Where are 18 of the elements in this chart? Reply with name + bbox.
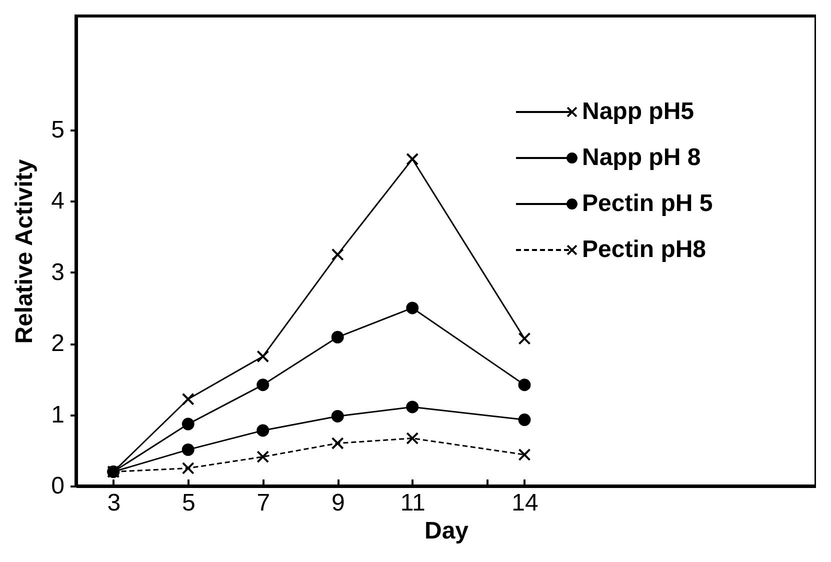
y-tick-label: 5 bbox=[51, 116, 64, 144]
x-tick-label: 9 bbox=[331, 490, 345, 516]
y-axis-title: Relative Activity bbox=[11, 158, 38, 344]
y-tick-label: 1 bbox=[51, 401, 64, 428]
y-tick-label: 2 bbox=[51, 330, 64, 358]
y-tick-label: 4 bbox=[51, 188, 64, 215]
x-axis-title: Day bbox=[424, 518, 470, 544]
y-tick-label: 3 bbox=[51, 258, 64, 286]
legend-label: Pectin pH 5 bbox=[582, 190, 713, 217]
x-tick-label: 11 bbox=[400, 490, 426, 516]
x-tick-label: 7 bbox=[256, 490, 270, 516]
legend-label: Pectin pH8 bbox=[582, 236, 706, 263]
x-tick-label: 3 bbox=[107, 490, 121, 516]
legend-label: Napp pH 8 bbox=[582, 144, 701, 171]
x-tick-label: 14 bbox=[512, 490, 538, 516]
y-tick-label: 0 bbox=[51, 472, 64, 500]
x-tick-label: 5 bbox=[182, 490, 196, 516]
legend-label: Napp pH5 bbox=[582, 98, 694, 125]
